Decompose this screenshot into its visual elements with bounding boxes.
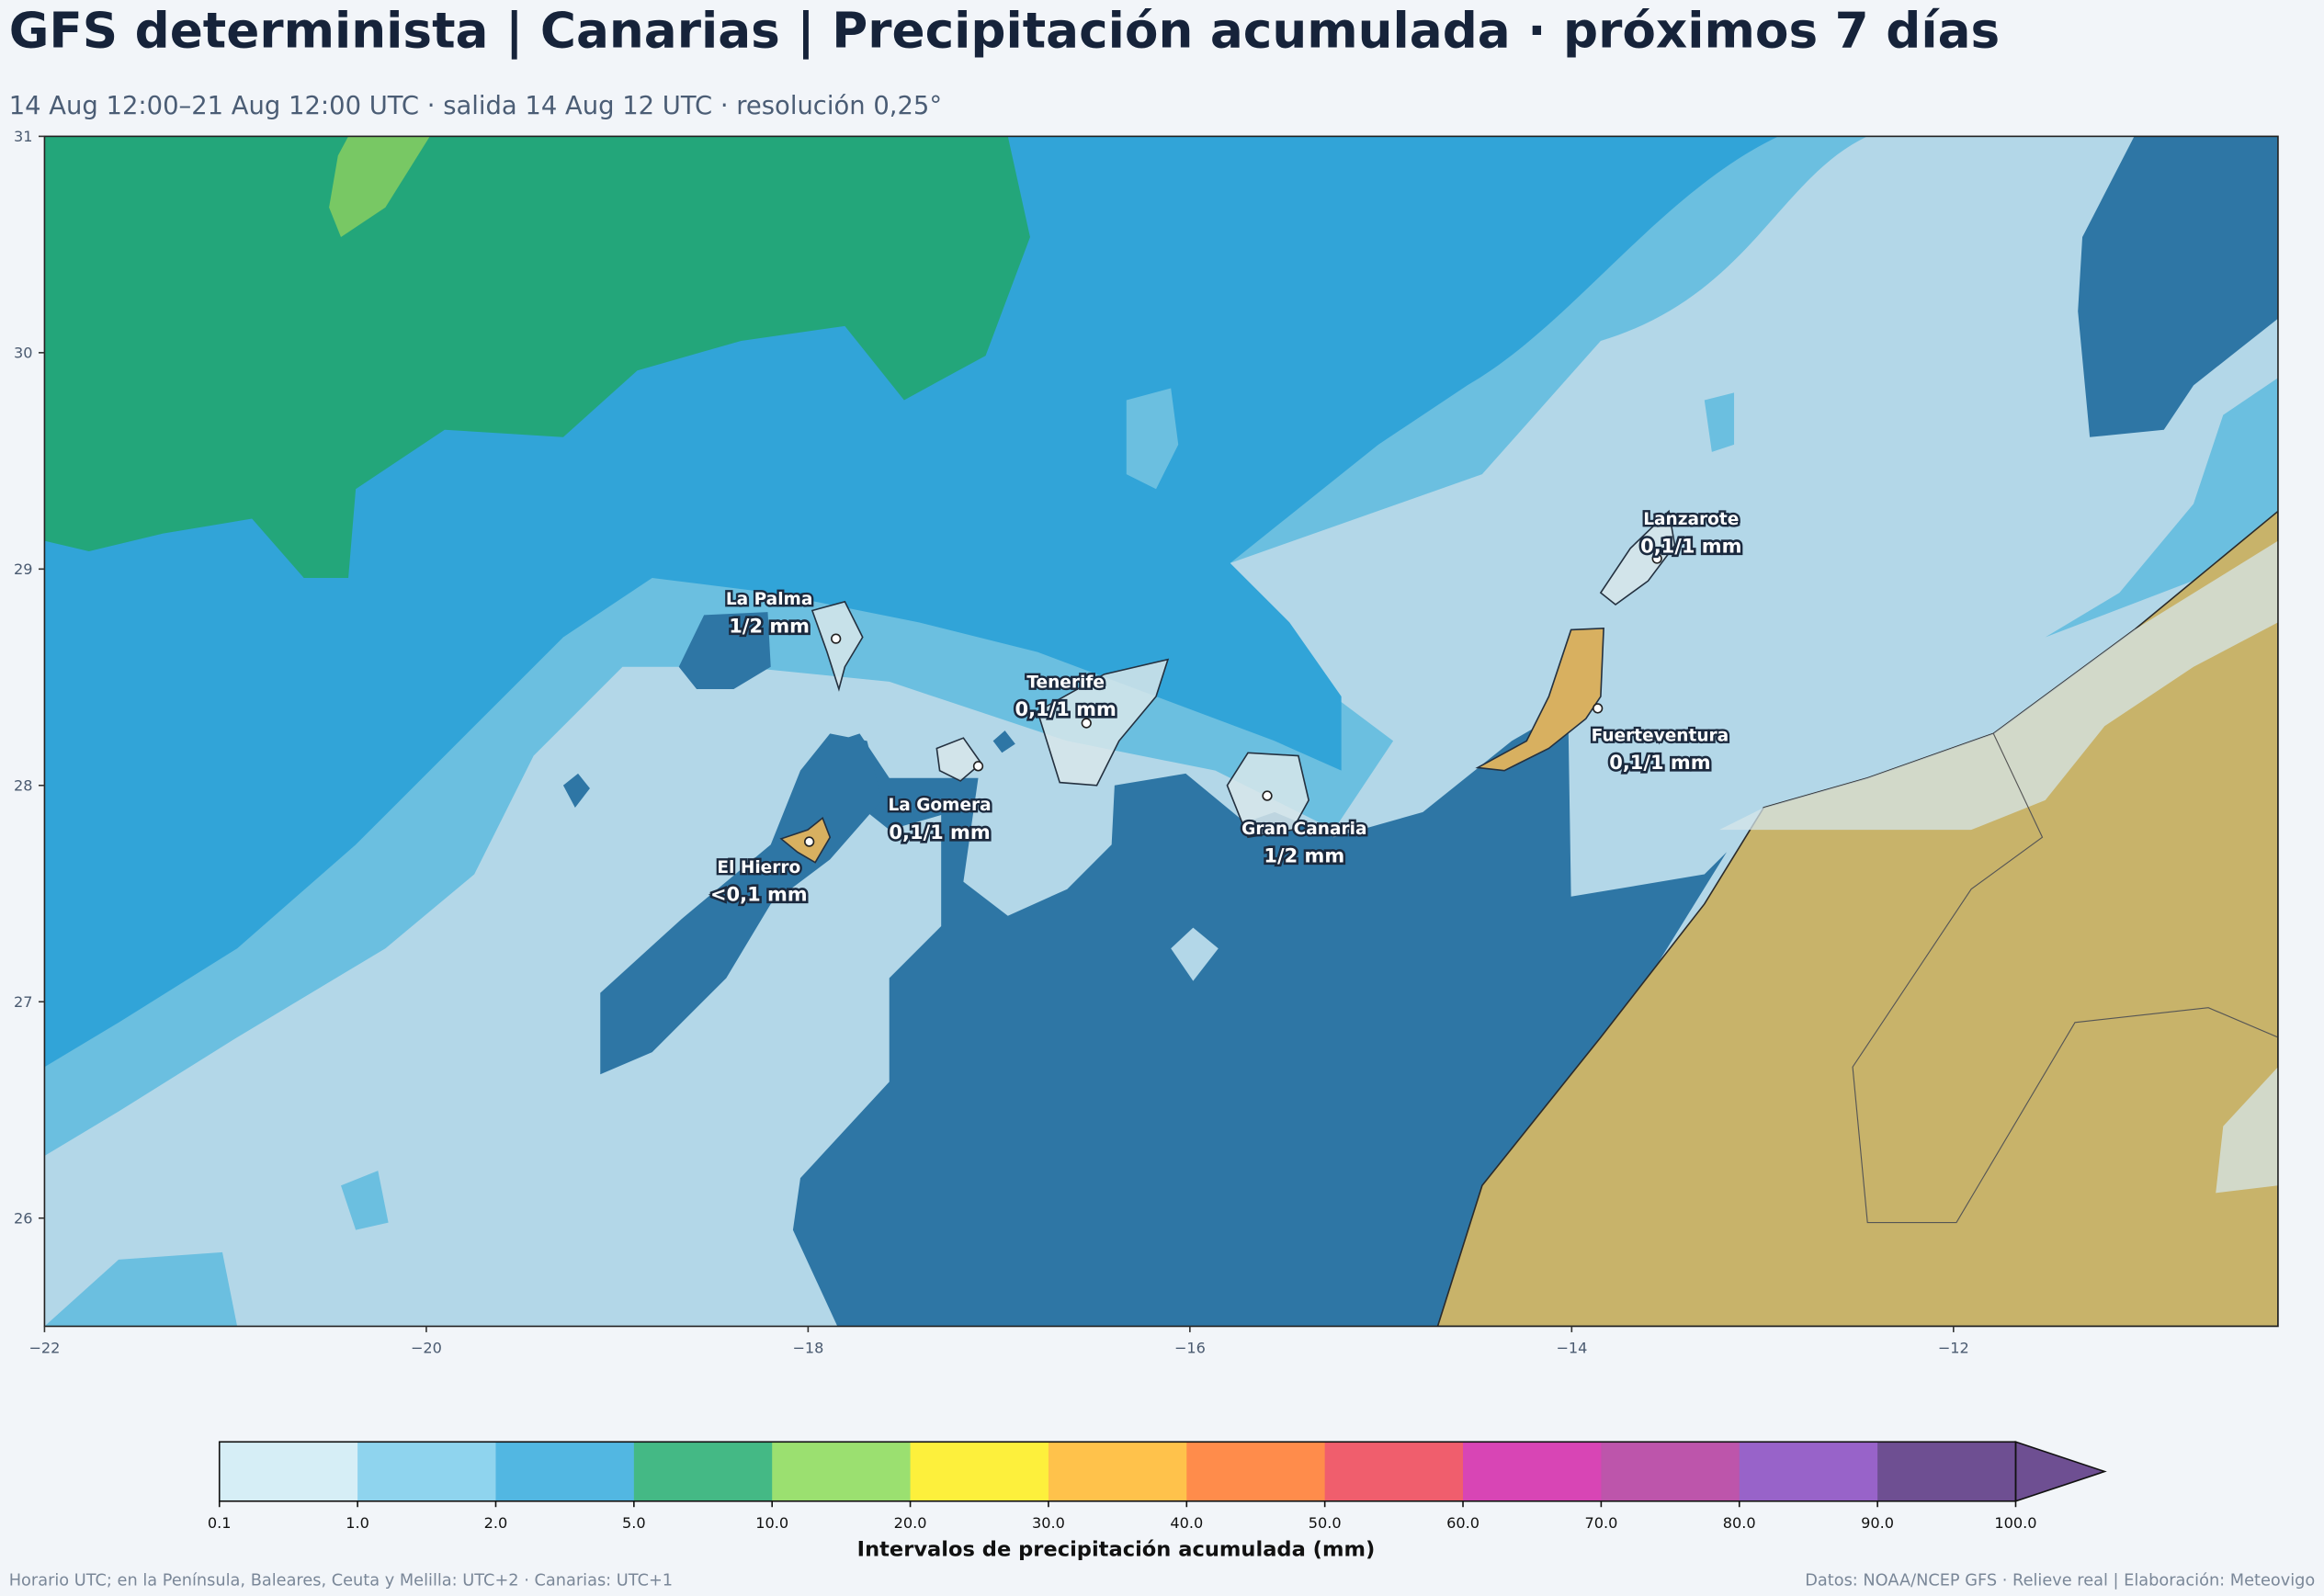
x-tick-label: −16 (1174, 1339, 1206, 1356)
colorbar-segment (1877, 1442, 2017, 1501)
island-fuerteventura (1475, 627, 1604, 772)
x-tick-label: −18 (792, 1339, 823, 1356)
land-haze (1718, 540, 2278, 1194)
island-name: Gran Canaria (1241, 820, 1366, 839)
colorbar-segment (910, 1442, 1049, 1501)
colorbar-tick-label: 40.0 (1170, 1514, 1203, 1532)
colorbar-segment (1186, 1442, 1326, 1501)
y-tick-label: 28 (14, 776, 33, 794)
colorbar-tick-label: 10.0 (755, 1514, 788, 1532)
island-la-gomera (935, 737, 982, 782)
colorbar-tick-label: 50.0 (1309, 1514, 1342, 1532)
island-name: La Gomera (888, 796, 991, 815)
colorbar-segment (1324, 1442, 1464, 1501)
colorbar-extension (2014, 1441, 2107, 1502)
island-marker (831, 633, 842, 644)
colorbar-tick-label: 20.0 (894, 1514, 927, 1532)
island-lanzarote (1599, 509, 1676, 606)
contour-1-2-south (44, 1171, 389, 1327)
colorbar-segment (219, 1442, 358, 1501)
island-value: 0,1/1 mm (1609, 752, 1710, 774)
y-tick-label: 29 (14, 560, 33, 578)
title: GFS determinista | Canarias | Precipitac… (9, 3, 2000, 60)
colorbar-tick-label: 2.0 (484, 1514, 508, 1532)
island-marker (1651, 553, 1662, 564)
colorbar-tick-label: 5.0 (622, 1514, 646, 1532)
island-value: 0,1/1 mm (1015, 698, 1117, 720)
border (1852, 733, 2278, 1224)
colorbar-segment (1463, 1442, 1603, 1501)
colorbar-tick-label: 90.0 (1861, 1514, 1894, 1532)
island-marker (804, 836, 815, 847)
island-name: Tenerife (1026, 673, 1105, 692)
island-name: El Hierro (717, 858, 800, 877)
map-frame (43, 135, 2279, 1328)
y-tick-label: 27 (14, 993, 33, 1011)
contour-1-2-east (2045, 378, 2278, 638)
footer-left: Horario UTC; en la Península, Baleares, … (9, 1572, 673, 1590)
x-tick-label: −22 (28, 1339, 60, 1356)
island-marker (1262, 790, 1273, 801)
island-tenerife (1037, 658, 1170, 787)
x-tick-label: −12 (1938, 1339, 1969, 1356)
y-tick-label: 31 (14, 128, 33, 145)
colorbar-segment (772, 1442, 912, 1501)
island-marker (1593, 703, 1604, 714)
colorbar-tick-label: 30.0 (1032, 1514, 1065, 1532)
colorbar-tick-label: 60.0 (1446, 1514, 1479, 1532)
island-value: 1/2 mm (729, 616, 810, 638)
contour-hole (1171, 927, 1219, 981)
y-tick-label: 26 (14, 1209, 33, 1227)
map-area: La Palma 1/2 mm Tenerife 0,1/1 mm La Gomera 0… (44, 136, 2278, 1327)
y-tick-label: 30 (14, 344, 33, 361)
subtitle: 14 Aug 12:00–21 Aug 12:00 UTC · salida 1… (9, 92, 942, 120)
colorbar-tick-label: 1.0 (346, 1514, 369, 1532)
colorbar-segment (1048, 1442, 1188, 1501)
island-value: 1/2 mm (1264, 845, 1344, 867)
colorbar-frame (218, 1441, 2017, 1502)
colorbar-tick-label: 0.1 (208, 1514, 232, 1532)
island-value: 0,1/1 mm (1640, 536, 1741, 558)
contour-lowest-hierro (600, 733, 882, 1075)
colorbar-tick-label: 100.0 (1994, 1514, 2036, 1532)
island-value: 0,1/1 mm (889, 821, 990, 843)
island-labels: La Palma 1/2 mm Tenerife 0,1/1 mm La Gomera 0… (708, 508, 1744, 909)
colorbar-segment (357, 1442, 497, 1501)
island-name: Fuerteventura (1592, 726, 1729, 745)
contour-5-10 (44, 136, 1030, 578)
axes: −22 −20 −18 −16 −14 −12 26 27 28 29 30 31 (14, 128, 1969, 1356)
colorbar: 0.1 1.0 2.0 5.0 10.0 20.0 30.0 40.0 50.0 60.0 70.0… (208, 1441, 2107, 1532)
island-marker (972, 761, 984, 772)
island-marker (1081, 718, 1092, 729)
x-tick-label: −20 (411, 1339, 442, 1356)
contour-lowest-east (2078, 136, 2278, 437)
colorbar-tick-label: 70.0 (1584, 1514, 1617, 1532)
island-la-palma (811, 600, 864, 692)
island-value: <0,1 mm (710, 884, 808, 906)
colorbar-segment (1739, 1442, 1878, 1501)
island-name: Lanzarote (1643, 510, 1739, 529)
footer-right: Datos: NOAA/NCEP GFS · Relieve real | El… (1805, 1572, 2315, 1590)
island-name: La Palma (726, 590, 813, 609)
colorbar-segment (633, 1442, 774, 1501)
colorbar-segment (1601, 1442, 1740, 1501)
colorbar-label: Intervalos de precipitación acumulada (m… (857, 1537, 1376, 1561)
x-tick-label: −14 (1556, 1339, 1587, 1356)
colorbar-segment (495, 1442, 635, 1501)
contour-10-20 (329, 136, 430, 238)
colorbar-tick-label: 80.0 (1723, 1514, 1756, 1532)
